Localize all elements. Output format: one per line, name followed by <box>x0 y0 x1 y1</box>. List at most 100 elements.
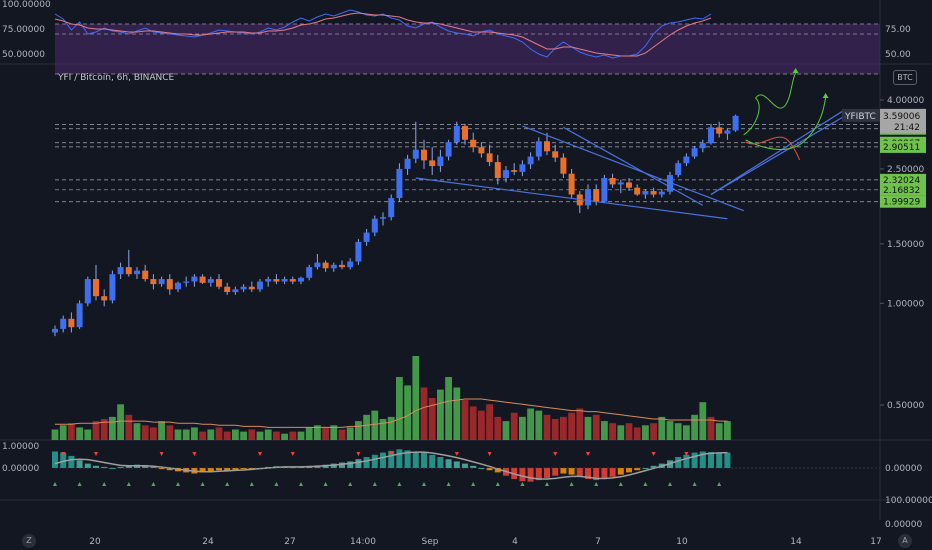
candle[interactable] <box>478 147 485 154</box>
volume-bar[interactable] <box>240 431 247 440</box>
volume-bar[interactable] <box>191 427 198 440</box>
volume-bar[interactable] <box>182 429 190 441</box>
volume-bar[interactable] <box>256 431 264 440</box>
momentum-bar[interactable] <box>117 466 124 468</box>
candle[interactable] <box>175 282 181 290</box>
volume-bar[interactable] <box>609 423 616 440</box>
candle[interactable] <box>699 143 706 149</box>
volume-bar[interactable] <box>486 404 493 440</box>
momentum-bar[interactable] <box>199 468 206 473</box>
candle[interactable] <box>84 279 91 304</box>
candle[interactable] <box>560 157 567 174</box>
volume-bar[interactable] <box>346 427 354 440</box>
volume-bar[interactable] <box>674 423 682 440</box>
candle[interactable] <box>667 174 673 192</box>
candle[interactable] <box>544 141 550 152</box>
momentum-bar[interactable] <box>166 468 173 471</box>
candle[interactable] <box>437 156 444 167</box>
candle[interactable] <box>330 264 337 269</box>
momentum-bar[interactable] <box>52 451 58 469</box>
volume-bar[interactable] <box>494 416 502 440</box>
volume-bar[interactable] <box>584 416 592 440</box>
momentum-bar[interactable] <box>388 450 395 468</box>
candle[interactable] <box>601 178 608 202</box>
volume-bar[interactable] <box>166 425 174 440</box>
candle[interactable] <box>101 296 108 301</box>
volume-bar[interactable] <box>248 429 256 441</box>
candle[interactable] <box>535 141 542 157</box>
zoom-button[interactable]: Z <box>22 534 36 548</box>
volume-bar[interactable] <box>133 423 141 440</box>
momentum-bar[interactable] <box>453 461 460 468</box>
candle[interactable] <box>314 262 321 268</box>
trendlines[interactable] <box>415 110 843 220</box>
volume-bar[interactable] <box>576 408 584 441</box>
volume-bar[interactable] <box>174 429 182 441</box>
candle[interactable] <box>650 191 657 195</box>
volume-bar[interactable] <box>469 406 477 440</box>
momentum-bar[interactable] <box>412 451 419 469</box>
projection-paths[interactable] <box>743 68 829 161</box>
volume-bar[interactable] <box>445 377 452 440</box>
volume-bar[interactable] <box>125 414 133 440</box>
volume-bar[interactable] <box>724 421 731 440</box>
candle[interactable] <box>68 318 75 328</box>
volume-bar[interactable] <box>314 425 321 440</box>
volume-bar[interactable] <box>592 414 600 440</box>
candle[interactable] <box>60 318 67 329</box>
momentum-bar[interactable] <box>486 468 493 471</box>
volume-bar[interactable] <box>642 425 649 440</box>
volume-bar[interactable] <box>601 421 608 440</box>
volume-bar[interactable] <box>683 425 690 440</box>
rsi-panel[interactable] <box>54 9 880 75</box>
candle[interactable] <box>421 149 427 161</box>
momentum-bar[interactable] <box>240 468 247 470</box>
volume-bar[interactable] <box>633 427 641 440</box>
momentum-bar[interactable] <box>535 468 542 481</box>
momentum-bar[interactable] <box>716 452 723 468</box>
volume-bar[interactable] <box>223 431 231 440</box>
momentum-bar[interactable] <box>207 468 214 472</box>
candle[interactable] <box>527 156 534 165</box>
candle[interactable] <box>125 267 132 275</box>
candle[interactable] <box>306 267 313 278</box>
candle[interactable] <box>232 289 239 293</box>
momentum-bar[interactable] <box>617 468 624 475</box>
momentum-bar[interactable] <box>150 466 157 468</box>
momentum-bar[interactable] <box>125 465 132 468</box>
momentum-bar[interactable] <box>404 450 411 468</box>
candle[interactable] <box>675 163 682 175</box>
momentum-bar[interactable] <box>371 454 378 468</box>
candle[interactable] <box>207 279 214 283</box>
momentum-bar[interactable] <box>601 468 608 479</box>
candle[interactable] <box>511 170 518 172</box>
trendline[interactable] <box>522 125 745 212</box>
candle[interactable] <box>158 279 165 285</box>
volume-bar[interactable] <box>281 433 288 440</box>
volume-bar[interactable] <box>68 423 75 440</box>
candle[interactable] <box>166 279 173 290</box>
momentum-bar[interactable] <box>84 463 91 468</box>
volume-bar[interactable] <box>699 402 707 440</box>
candle[interactable] <box>642 191 649 195</box>
candle[interactable] <box>273 279 280 282</box>
candle[interactable] <box>626 182 632 188</box>
volume-bar[interactable] <box>551 419 559 440</box>
candle[interactable] <box>716 127 723 134</box>
volume-bar[interactable] <box>84 429 92 441</box>
candle[interactable] <box>486 153 493 163</box>
momentum-bar[interactable] <box>429 454 436 468</box>
momentum-bar[interactable] <box>380 452 386 468</box>
candle[interactable] <box>363 232 370 242</box>
volume-bar[interactable] <box>412 356 420 440</box>
candle[interactable] <box>322 262 329 269</box>
candle[interactable] <box>708 127 714 144</box>
candle[interactable] <box>634 187 641 195</box>
candle[interactable] <box>658 191 665 195</box>
volume-bar[interactable] <box>502 421 510 440</box>
volume-bar[interactable] <box>396 377 403 440</box>
candle[interactable] <box>371 218 378 233</box>
volume-bar[interactable] <box>330 425 338 440</box>
volume-bar[interactable] <box>158 421 165 440</box>
